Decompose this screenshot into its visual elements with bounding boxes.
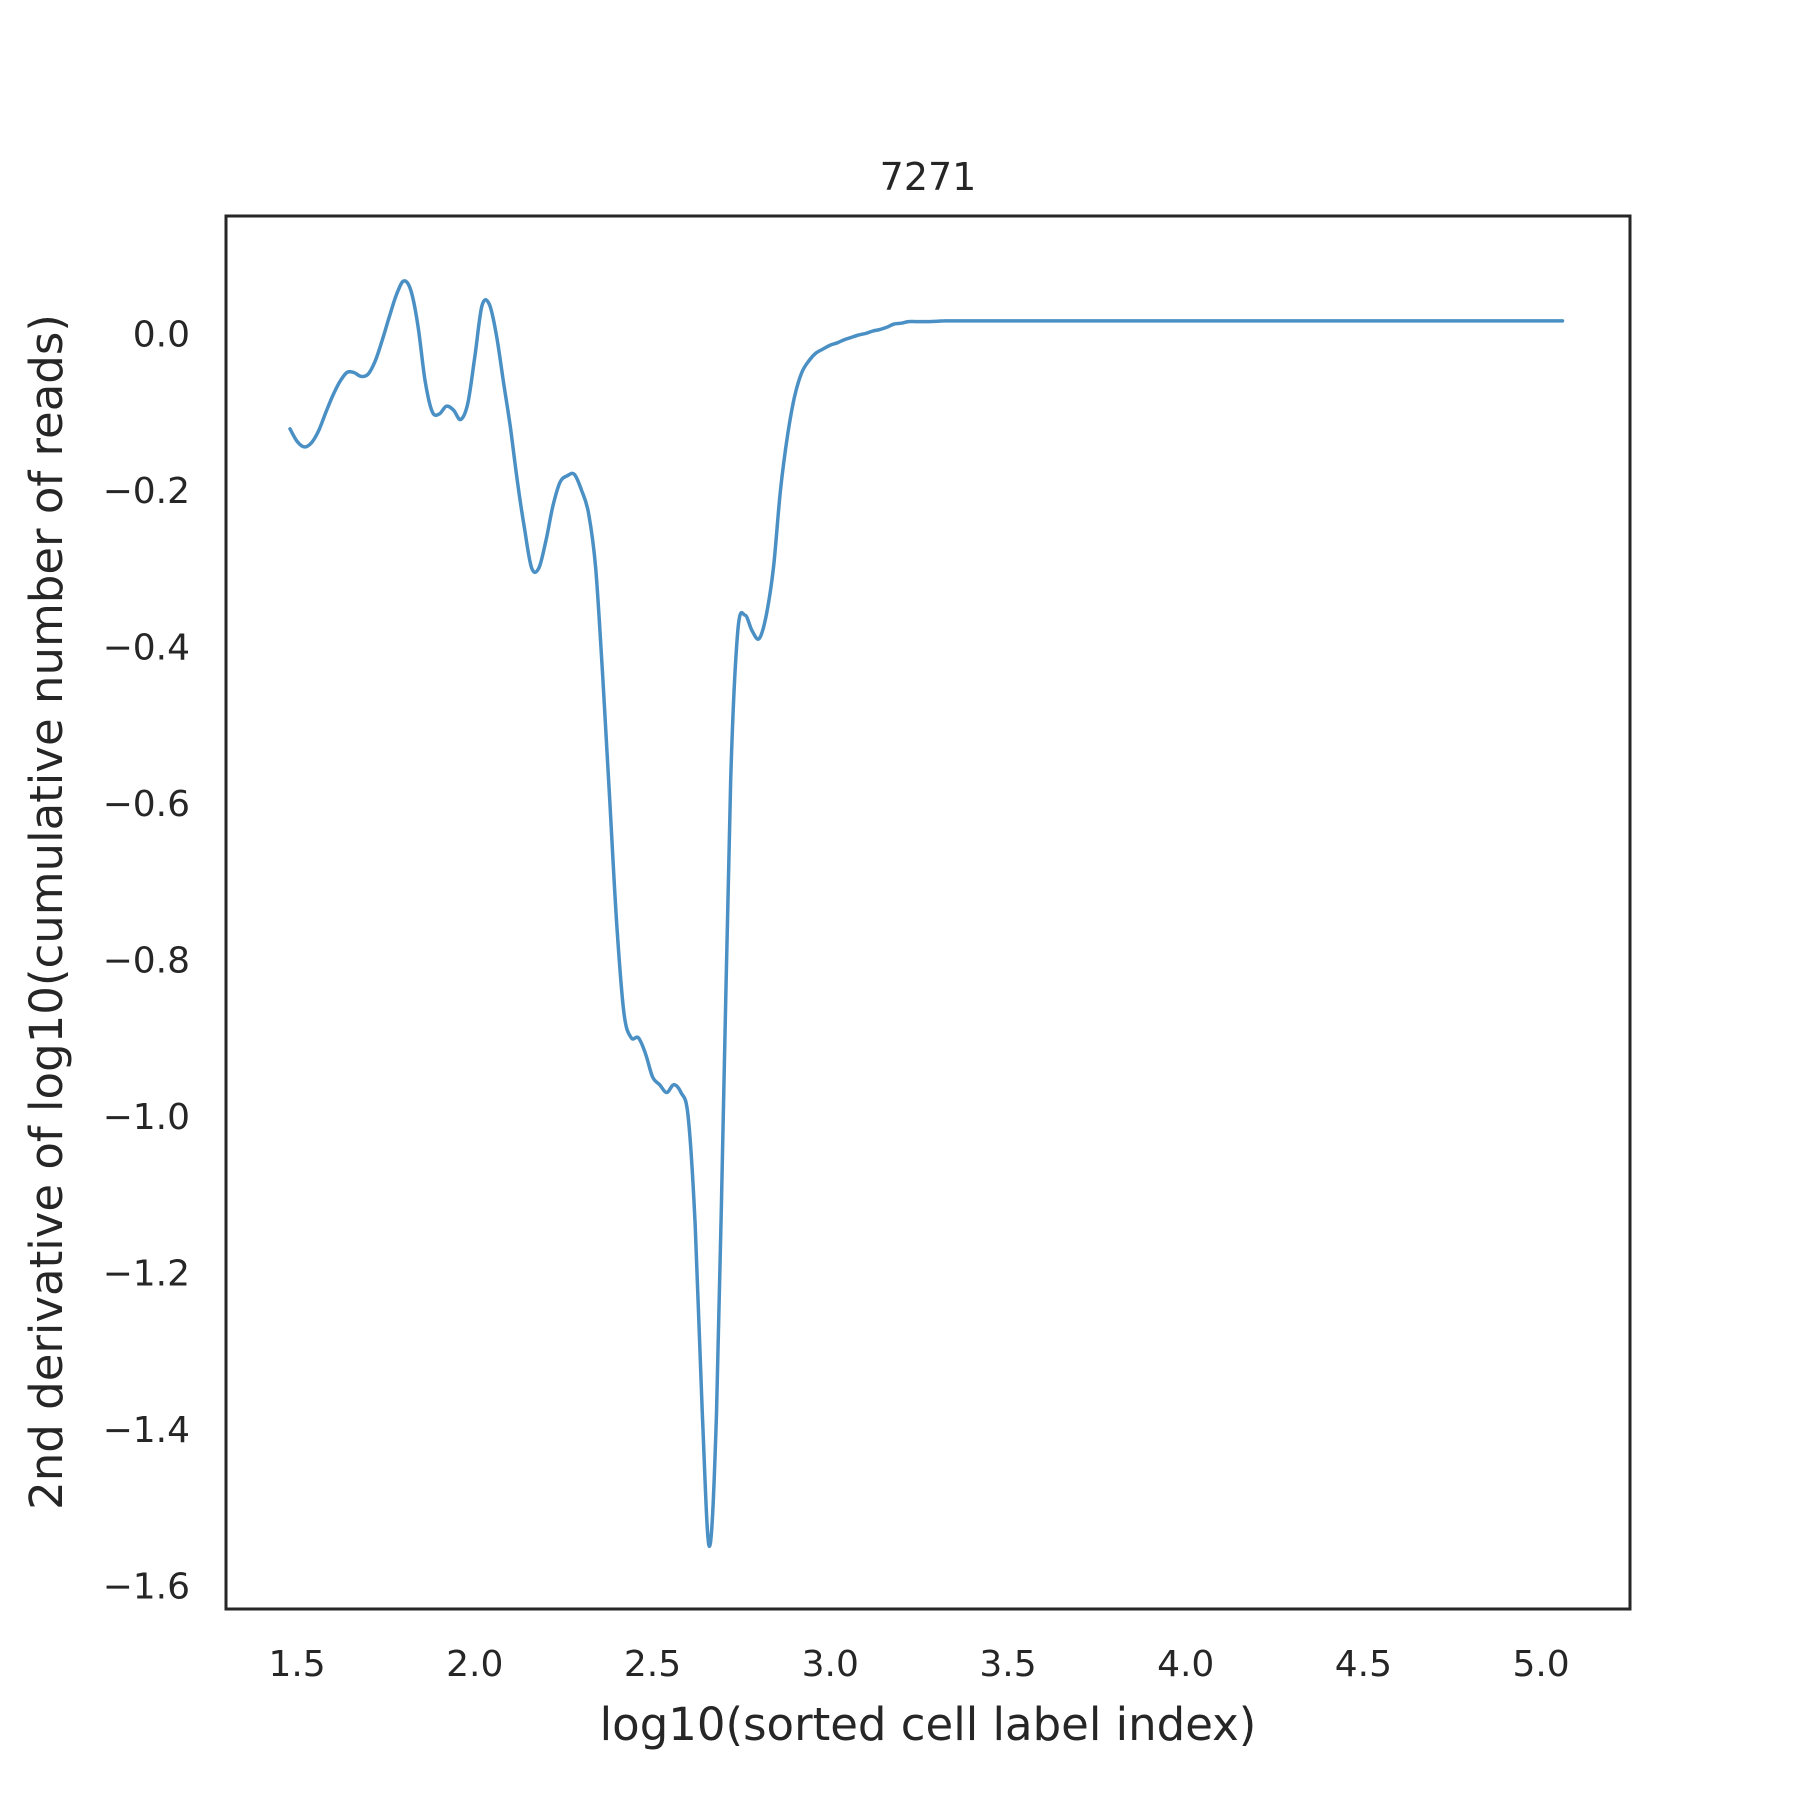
x-tick-label: 5.0	[1512, 1644, 1569, 1685]
y-tick-label: −1.6	[103, 1567, 190, 1608]
y-tick-label: −0.2	[103, 471, 190, 512]
x-tick-label: 4.5	[1335, 1644, 1392, 1685]
x-tick-label: 3.0	[802, 1644, 859, 1685]
chart-title: 7271	[880, 155, 977, 199]
x-tick-label: 2.0	[446, 1644, 503, 1685]
y-tick-label: −1.2	[103, 1254, 190, 1295]
x-tick-label: 1.5	[268, 1644, 325, 1685]
y-axis-label: 2nd derivative of log10(cumulative numbe…	[20, 314, 73, 1510]
y-tick-label: −0.6	[103, 784, 190, 825]
y-tick-label: −0.4	[103, 627, 190, 668]
y-tick-label: −1.0	[103, 1097, 190, 1138]
x-tick-label: 2.5	[624, 1644, 681, 1685]
y-axis-ticks: 0.0 −0.2 −0.4 −0.6 −0.8 −1.0 −1.2 −1.4 −1.6	[103, 314, 190, 1607]
x-axis-label: log10(sorted cell label index)	[600, 1698, 1257, 1751]
y-tick-label: −1.4	[103, 1410, 190, 1451]
y-tick-label: 0.0	[133, 314, 190, 355]
x-tick-label: 3.5	[979, 1644, 1036, 1685]
y-tick-label: −0.8	[103, 941, 190, 982]
x-tick-label: 4.0	[1157, 1644, 1214, 1685]
